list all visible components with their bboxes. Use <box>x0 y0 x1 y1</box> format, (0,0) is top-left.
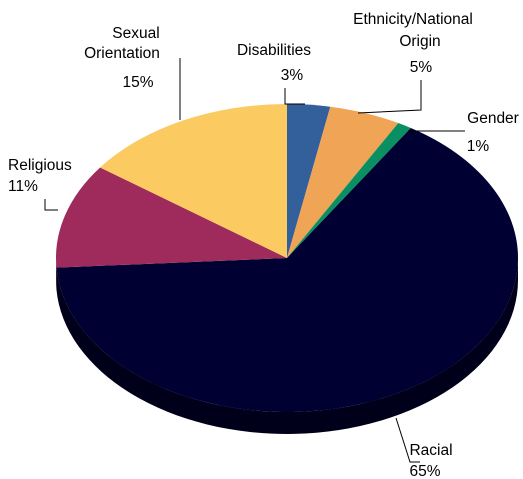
slice-racial <box>56 127 519 412</box>
label-gender: Gender <box>467 110 519 127</box>
value-label-religious: 11% <box>8 178 38 195</box>
leader-line-religious <box>44 199 58 211</box>
slice-gender <box>287 123 411 258</box>
label-sexual-orientation-line2: Orientation <box>84 45 160 62</box>
slice-ethnicity-national-origin <box>287 106 399 258</box>
label-ethnicity-national-origin-line1: Ethnicity/National <box>353 11 473 28</box>
pie-top-layer <box>56 104 519 412</box>
label-disabilities: Disabilities <box>237 42 311 59</box>
label-racial: Racial <box>409 442 452 459</box>
label-religious: Religious <box>8 157 72 174</box>
value-label-sexual-orientation: 15% <box>122 74 153 91</box>
value-label-disabilities: 3% <box>281 67 304 84</box>
value-label-gender: 1% <box>467 138 490 155</box>
label-sexual-orientation-line1: Sexual <box>112 25 159 42</box>
leader-line-disabilities <box>284 88 305 105</box>
slice-sexual-orientation <box>100 104 288 258</box>
slice-religious <box>56 167 288 268</box>
value-label-racial: 65% <box>409 463 440 479</box>
value-label-ethnicity-national-origin: 5% <box>410 59 433 76</box>
slice-disabilities <box>287 104 331 258</box>
slice-labels: Disabilities 3% Ethnicity/National Origin 5%… <box>8 11 519 479</box>
leader-line-racial <box>395 417 420 463</box>
label-ethnicity-national-origin-line2: Origin <box>399 33 440 50</box>
leader-line-ethnicity-national-origin <box>357 80 422 114</box>
pie-depth-layer <box>56 258 519 434</box>
leader-lines <box>44 58 465 463</box>
